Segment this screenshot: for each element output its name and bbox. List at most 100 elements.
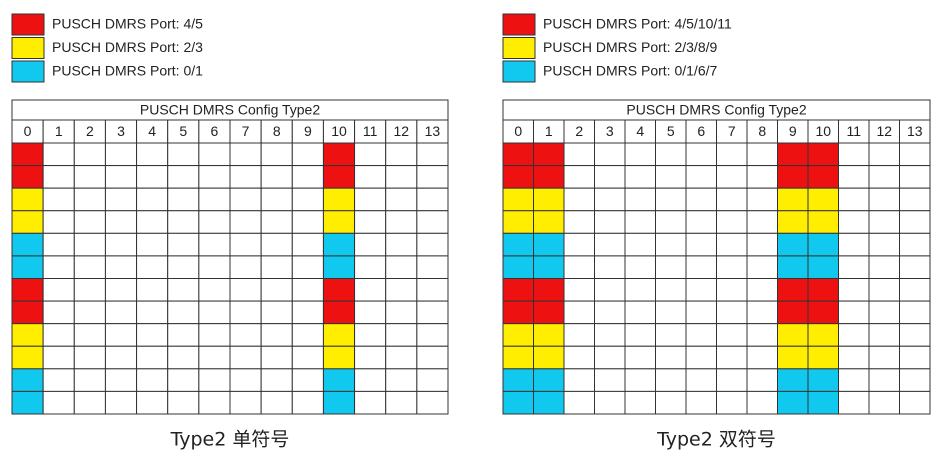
- re-cell: [685, 255, 717, 280]
- re-cell: [260, 187, 293, 212]
- re-cell: [624, 323, 656, 347]
- re-cell: [746, 232, 778, 257]
- column-header: 6: [697, 123, 705, 139]
- re-cell: [624, 345, 656, 370]
- re-cell: [594, 210, 626, 234]
- re-cell-dmrs: [11, 187, 44, 212]
- re-cell: [73, 323, 106, 347]
- re-cell: [73, 232, 106, 257]
- re-cell: [198, 255, 231, 280]
- re-cell: [899, 300, 931, 325]
- legend-label: PUSCH DMRS Port: 4/5/10/11: [543, 16, 732, 32]
- re-cell-dmrs: [322, 187, 356, 212]
- re-cell: [354, 390, 387, 415]
- re-cell: [385, 345, 418, 370]
- re-cell: [594, 232, 626, 257]
- re-cell: [624, 165, 656, 189]
- column-header: 7: [728, 123, 736, 139]
- re-cell-dmrs: [11, 390, 44, 415]
- re-cell: [655, 368, 687, 392]
- re-cell: [655, 142, 687, 167]
- re-cell: [416, 368, 449, 392]
- re-cell: [716, 255, 748, 280]
- re-cell-dmrs: [777, 142, 809, 167]
- re-cell: [655, 210, 687, 234]
- re-cell: [416, 323, 449, 347]
- re-cell: [260, 142, 293, 167]
- re-cell: [385, 300, 418, 325]
- re-cell-dmrs: [322, 323, 356, 347]
- column-header: 13: [425, 123, 441, 139]
- re-cell: [229, 345, 262, 370]
- re-cell: [655, 187, 687, 212]
- re-cell: [899, 187, 931, 212]
- re-cell-dmrs: [322, 210, 356, 234]
- re-cell: [624, 368, 656, 392]
- re-cell: [868, 187, 900, 212]
- legend-label: PUSCH DMRS Port: 0/1: [52, 63, 203, 79]
- re-cell: [260, 390, 293, 415]
- grid-title: PUSCH DMRS Config Type2: [140, 102, 320, 118]
- column-header: 13: [907, 123, 923, 139]
- re-cell: [167, 345, 200, 370]
- re-cell: [416, 300, 449, 325]
- re-cell: [354, 368, 387, 392]
- re-cell: [354, 345, 387, 370]
- re-cell: [838, 390, 870, 415]
- re-cell: [73, 210, 106, 234]
- re-cell: [563, 278, 595, 302]
- re-cell: [229, 210, 262, 234]
- re-cell: [229, 142, 262, 167]
- re-cell: [716, 390, 748, 415]
- column-header: 11: [363, 123, 378, 139]
- re-cell: [385, 232, 418, 257]
- legend-label: PUSCH DMRS Port: 4/5: [52, 16, 203, 32]
- re-cell: [899, 278, 931, 302]
- re-cell: [594, 187, 626, 212]
- re-cell: [260, 345, 293, 370]
- re-cell-dmrs: [322, 255, 356, 280]
- re-cell-dmrs: [777, 390, 809, 415]
- re-cell: [291, 300, 324, 325]
- re-cell: [624, 300, 656, 325]
- re-cell: [685, 368, 717, 392]
- re-cell: [42, 210, 75, 234]
- re-cell: [594, 255, 626, 280]
- re-cell-dmrs: [807, 165, 839, 189]
- re-cell: [655, 278, 687, 302]
- re-cell: [624, 232, 656, 257]
- re-cell: [685, 142, 717, 167]
- re-cell: [73, 390, 106, 415]
- re-cell: [167, 232, 200, 257]
- re-cell: [42, 300, 75, 325]
- re-cell: [563, 368, 595, 392]
- re-cell: [73, 368, 106, 392]
- re-cell: [354, 323, 387, 347]
- re-cell-dmrs: [533, 368, 565, 392]
- re-cell: [198, 323, 231, 347]
- re-cell: [198, 300, 231, 325]
- re-cell: [136, 390, 169, 415]
- column-header: 2: [86, 123, 94, 139]
- re-cell-dmrs: [11, 368, 44, 392]
- re-cell: [899, 165, 931, 189]
- re-cell-dmrs: [533, 278, 565, 302]
- re-cell: [624, 142, 656, 167]
- re-cell: [136, 368, 169, 392]
- re-cell: [563, 300, 595, 325]
- re-cell: [73, 278, 106, 302]
- re-cell: [385, 210, 418, 234]
- column-header: 5: [179, 123, 187, 139]
- re-cell-dmrs: [807, 300, 839, 325]
- re-cell: [746, 278, 778, 302]
- re-cell: [868, 368, 900, 392]
- column-header: 9: [789, 123, 797, 139]
- re-cell-dmrs: [533, 300, 565, 325]
- re-cell: [899, 368, 931, 392]
- re-cell-dmrs: [807, 187, 839, 212]
- re-cell-dmrs: [777, 232, 809, 257]
- re-cell: [416, 187, 449, 212]
- re-cell: [716, 165, 748, 189]
- re-cell: [291, 323, 324, 347]
- re-cell-dmrs: [533, 232, 565, 257]
